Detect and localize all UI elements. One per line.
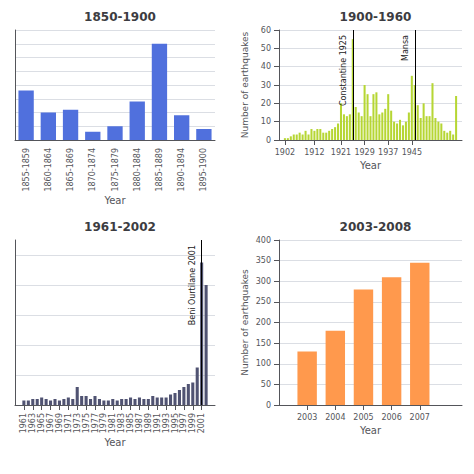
- svg-text:10: 10: [261, 117, 271, 126]
- svg-text:300: 300: [256, 277, 271, 286]
- svg-text:0: 0: [266, 136, 271, 145]
- svg-text:2005: 2005: [353, 413, 373, 422]
- svg-text:1875-1879: 1875-1879: [111, 148, 120, 192]
- svg-text:1989: 1989: [144, 413, 153, 433]
- svg-text:1993: 1993: [162, 413, 171, 433]
- svg-text:1890-1894: 1890-1894: [177, 148, 186, 192]
- svg-text:1929: 1929: [354, 148, 374, 157]
- svg-text:1912: 1912: [304, 148, 324, 157]
- svg-text:1895-1900: 1895-1900: [199, 148, 208, 192]
- svg-text:1967: 1967: [46, 413, 55, 433]
- svg-text:1900-1960: 1900-1960: [340, 10, 412, 24]
- svg-text:1985: 1985: [126, 413, 135, 433]
- svg-text:1991: 1991: [153, 413, 162, 433]
- svg-text:1937: 1937: [378, 148, 398, 157]
- svg-text:1965: 1965: [37, 413, 46, 433]
- svg-text:1961-2002: 1961-2002: [84, 220, 156, 234]
- svg-text:1963: 1963: [28, 413, 37, 433]
- svg-text:2004: 2004: [325, 413, 345, 422]
- svg-text:1865-1869: 1865-1869: [66, 148, 75, 192]
- svg-text:200: 200: [256, 318, 271, 327]
- svg-text:1902: 1902: [275, 148, 295, 157]
- svg-text:1987: 1987: [135, 413, 144, 433]
- svg-text:1850-1900: 1850-1900: [84, 10, 156, 24]
- svg-text:1983: 1983: [117, 413, 126, 433]
- svg-text:250: 250: [256, 297, 271, 306]
- svg-text:1999: 1999: [188, 413, 197, 433]
- svg-text:2006: 2006: [381, 413, 401, 422]
- svg-text:1979: 1979: [99, 413, 108, 433]
- svg-text:2003-2008: 2003-2008: [340, 220, 412, 234]
- svg-text:0: 0: [266, 401, 271, 410]
- svg-text:1995: 1995: [171, 413, 180, 433]
- svg-text:1969: 1969: [55, 413, 64, 433]
- svg-text:Constantine 1925: Constantine 1925: [339, 35, 348, 106]
- svg-text:Number of earthquakes: Number of earthquakes: [240, 269, 250, 376]
- svg-text:150: 150: [256, 339, 271, 348]
- svg-text:1885-1889: 1885-1889: [155, 148, 164, 192]
- svg-text:Year: Year: [359, 425, 382, 436]
- svg-text:Year: Year: [103, 437, 126, 448]
- svg-text:1870-1874: 1870-1874: [88, 148, 97, 192]
- svg-text:1961: 1961: [19, 413, 28, 433]
- svg-text:Beni Ourtilane 2001: Beni Ourtilane 2001: [188, 245, 197, 325]
- svg-text:100: 100: [256, 359, 271, 368]
- svg-text:1981: 1981: [108, 413, 117, 433]
- svg-text:1971: 1971: [64, 413, 73, 433]
- svg-text:1855-1859: 1855-1859: [22, 148, 31, 192]
- svg-text:2001: 2001: [197, 413, 206, 433]
- svg-text:40: 40: [261, 62, 271, 71]
- svg-text:20: 20: [261, 99, 271, 108]
- svg-text:50: 50: [261, 44, 271, 53]
- svg-text:1973: 1973: [73, 413, 82, 433]
- svg-text:1977: 1977: [91, 413, 100, 433]
- svg-text:2003: 2003: [297, 413, 317, 422]
- svg-text:1860-1864: 1860-1864: [44, 148, 53, 192]
- svg-text:30: 30: [261, 81, 271, 90]
- svg-text:1975: 1975: [82, 413, 91, 433]
- svg-text:1997: 1997: [179, 413, 188, 433]
- svg-text:400: 400: [256, 236, 271, 245]
- svg-text:Year: Year: [359, 160, 382, 171]
- svg-text:Number of earthquakes: Number of earthquakes: [240, 31, 250, 138]
- svg-text:50: 50: [261, 380, 271, 389]
- svg-text:1945: 1945: [402, 148, 422, 157]
- svg-text:60: 60: [261, 26, 271, 35]
- svg-text:2007: 2007: [410, 413, 430, 422]
- svg-text:1880-1884: 1880-1884: [133, 148, 142, 192]
- svg-text:1921: 1921: [331, 148, 351, 157]
- svg-text:Year: Year: [103, 195, 126, 206]
- svg-text:350: 350: [256, 256, 271, 265]
- svg-text:Mansa: Mansa: [401, 35, 410, 61]
